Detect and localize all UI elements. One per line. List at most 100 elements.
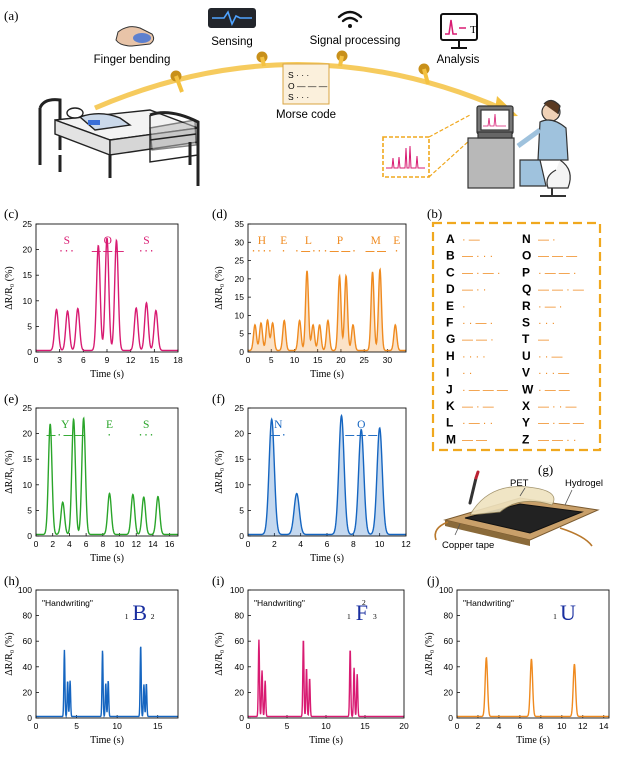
signal-line — [248, 267, 406, 352]
y-tick-label: 5 — [27, 321, 32, 331]
morse-code-annotation: · — [108, 430, 111, 440]
morse-letter-annotation: M — [371, 235, 381, 247]
morse-code: · — — — [538, 384, 570, 396]
label-analysis: Analysis — [437, 54, 480, 66]
y-tick-label: 25 — [23, 403, 33, 413]
chart-f-no: 0 2 4 6 8 10 12 0 5 10 15 20 25 Time (s) ΔR/R₀ (%) N— ·… — [214, 403, 411, 564]
morse-code: — · — · — [462, 267, 501, 279]
morse-card-line-2: O — — — — [288, 81, 328, 91]
axes-frame — [247, 589, 405, 719]
x-tick-label: 15 — [153, 721, 163, 731]
morse-code-annotation: · · · — [139, 430, 153, 440]
morse-code-annotation: — · — [271, 430, 286, 440]
handwriting-annotation: "Handwriting" — [254, 598, 305, 608]
morse-letter: S — [522, 316, 530, 330]
morse-letter: Z — [522, 432, 529, 446]
y-tick-label: 40 — [235, 662, 245, 672]
morse-letter: T — [522, 332, 530, 346]
analysis-monitor-icon: T — [440, 13, 478, 49]
finger-bending-icon — [115, 26, 155, 47]
morse-letter: B — [446, 249, 455, 263]
x-tick-label: 12 — [132, 539, 142, 549]
panel-label-d: (d) — [212, 206, 227, 221]
panel-label-c: (c) — [4, 206, 18, 221]
y-tick-label: 80 — [23, 611, 33, 621]
morse-letter: C — [446, 265, 455, 279]
x-tick-label: 20 — [336, 355, 346, 365]
y-axis-label: ΔR/R₀ (%) — [214, 266, 225, 310]
panel-a-scheme: (a) Finger bending Sensing Signal p — [4, 8, 571, 197]
chart-i-handwriting-f: 0 5 10 15 20 0 20 40 60 80 100 Time (s) ΔR/R₀ (%) "Ha… — [214, 585, 409, 746]
morse-letter-annotation: H — [258, 235, 266, 247]
morse-code: · · — · — [462, 318, 493, 330]
monitor-letter: T — [470, 24, 477, 36]
morse-letter-annotation: E — [280, 235, 287, 247]
morse-code-annotation: — — — — [345, 430, 377, 440]
signal-line — [36, 416, 178, 536]
morse-letter: A — [446, 232, 455, 246]
y-tick-label: 20 — [235, 429, 245, 439]
morse-letter: L — [446, 416, 453, 430]
morse-code-annotation: · — — · — [324, 246, 356, 256]
morse-code: — — · — [462, 334, 494, 346]
morse-code: — — [538, 334, 549, 346]
morse-letter: F — [446, 316, 453, 330]
morse-letter-annotation: O — [357, 419, 365, 431]
sensing-icon — [208, 8, 256, 28]
morse-code-annotation: — — — — [92, 246, 124, 256]
morse-letter: H — [446, 349, 455, 363]
label-copper-tape: Copper tape — [442, 540, 494, 551]
panel-label-g: (g) — [538, 462, 553, 477]
x-axis-label: Time (s) — [309, 735, 343, 746]
morse-letter-annotation: E — [106, 419, 113, 431]
morse-letter-annotation: E — [393, 235, 400, 247]
y-tick-label: 0 — [27, 347, 32, 357]
morse-code: — · — [538, 234, 556, 246]
morse-code: — — — — [538, 251, 577, 263]
x-axis-label: Time (s) — [310, 369, 344, 380]
x-tick-label: 15 — [150, 355, 160, 365]
y-tick-label: 60 — [235, 636, 245, 646]
x-tick-label: 8 — [100, 539, 105, 549]
stroke-order-mark: 3 — [373, 612, 377, 621]
x-tick-label: 14 — [599, 721, 609, 731]
morse-code: · — — [462, 234, 480, 246]
x-tick-label: 25 — [359, 355, 369, 365]
morse-code: · — · · — [462, 418, 493, 430]
hospital-bed-illustration — [38, 98, 200, 186]
signal-inset — [382, 114, 471, 178]
morse-code: — — · · — [538, 434, 577, 446]
chart-j-handwriting-u: 0 2 4 6 8 10 12 14 0 20 40 60 80 100 Time (s) ΔR/R₀ (%)… — [424, 585, 610, 746]
stroke-order-mark: 1 — [125, 612, 129, 621]
morse-code: · — [462, 301, 466, 313]
morse-letter: U — [522, 349, 531, 363]
y-tick-label: 10 — [235, 310, 245, 320]
x-tick-label: 4 — [67, 539, 72, 549]
x-axis-label: Time (s) — [516, 735, 550, 746]
x-tick-label: 6 — [84, 539, 89, 549]
x-tick-label: 12 — [401, 539, 411, 549]
y-tick-label: 100 — [230, 585, 244, 595]
morse-letter-annotation: S — [143, 419, 149, 431]
morse-code: · · · — [538, 318, 555, 330]
y-tick-label: 20 — [235, 687, 245, 697]
morse-code-annotation: · — [282, 246, 285, 256]
x-tick-label: 10 — [557, 721, 567, 731]
morse-letter-annotation: P — [337, 235, 343, 247]
morse-letter: D — [446, 282, 455, 296]
morse-code-annotation: · · · · — [252, 246, 272, 256]
y-tick-label: 20 — [23, 245, 33, 255]
morse-code-card: S · · · O — — — S · · · — [282, 63, 330, 105]
arc-tick — [260, 56, 266, 67]
y-axis-label: ΔR/R₀ (%) — [214, 450, 225, 494]
morse-letter: W — [522, 382, 534, 396]
x-axis-label: Time (s) — [90, 735, 124, 746]
y-tick-label: 60 — [23, 636, 33, 646]
morse-code-annotation: · · · — [60, 246, 74, 256]
morse-letter: N — [522, 232, 531, 246]
morse-code: — · — — [462, 401, 494, 413]
y-tick-label: 5 — [239, 505, 244, 515]
label-sensing: Sensing — [211, 36, 253, 48]
morse-letter: P — [522, 265, 530, 279]
